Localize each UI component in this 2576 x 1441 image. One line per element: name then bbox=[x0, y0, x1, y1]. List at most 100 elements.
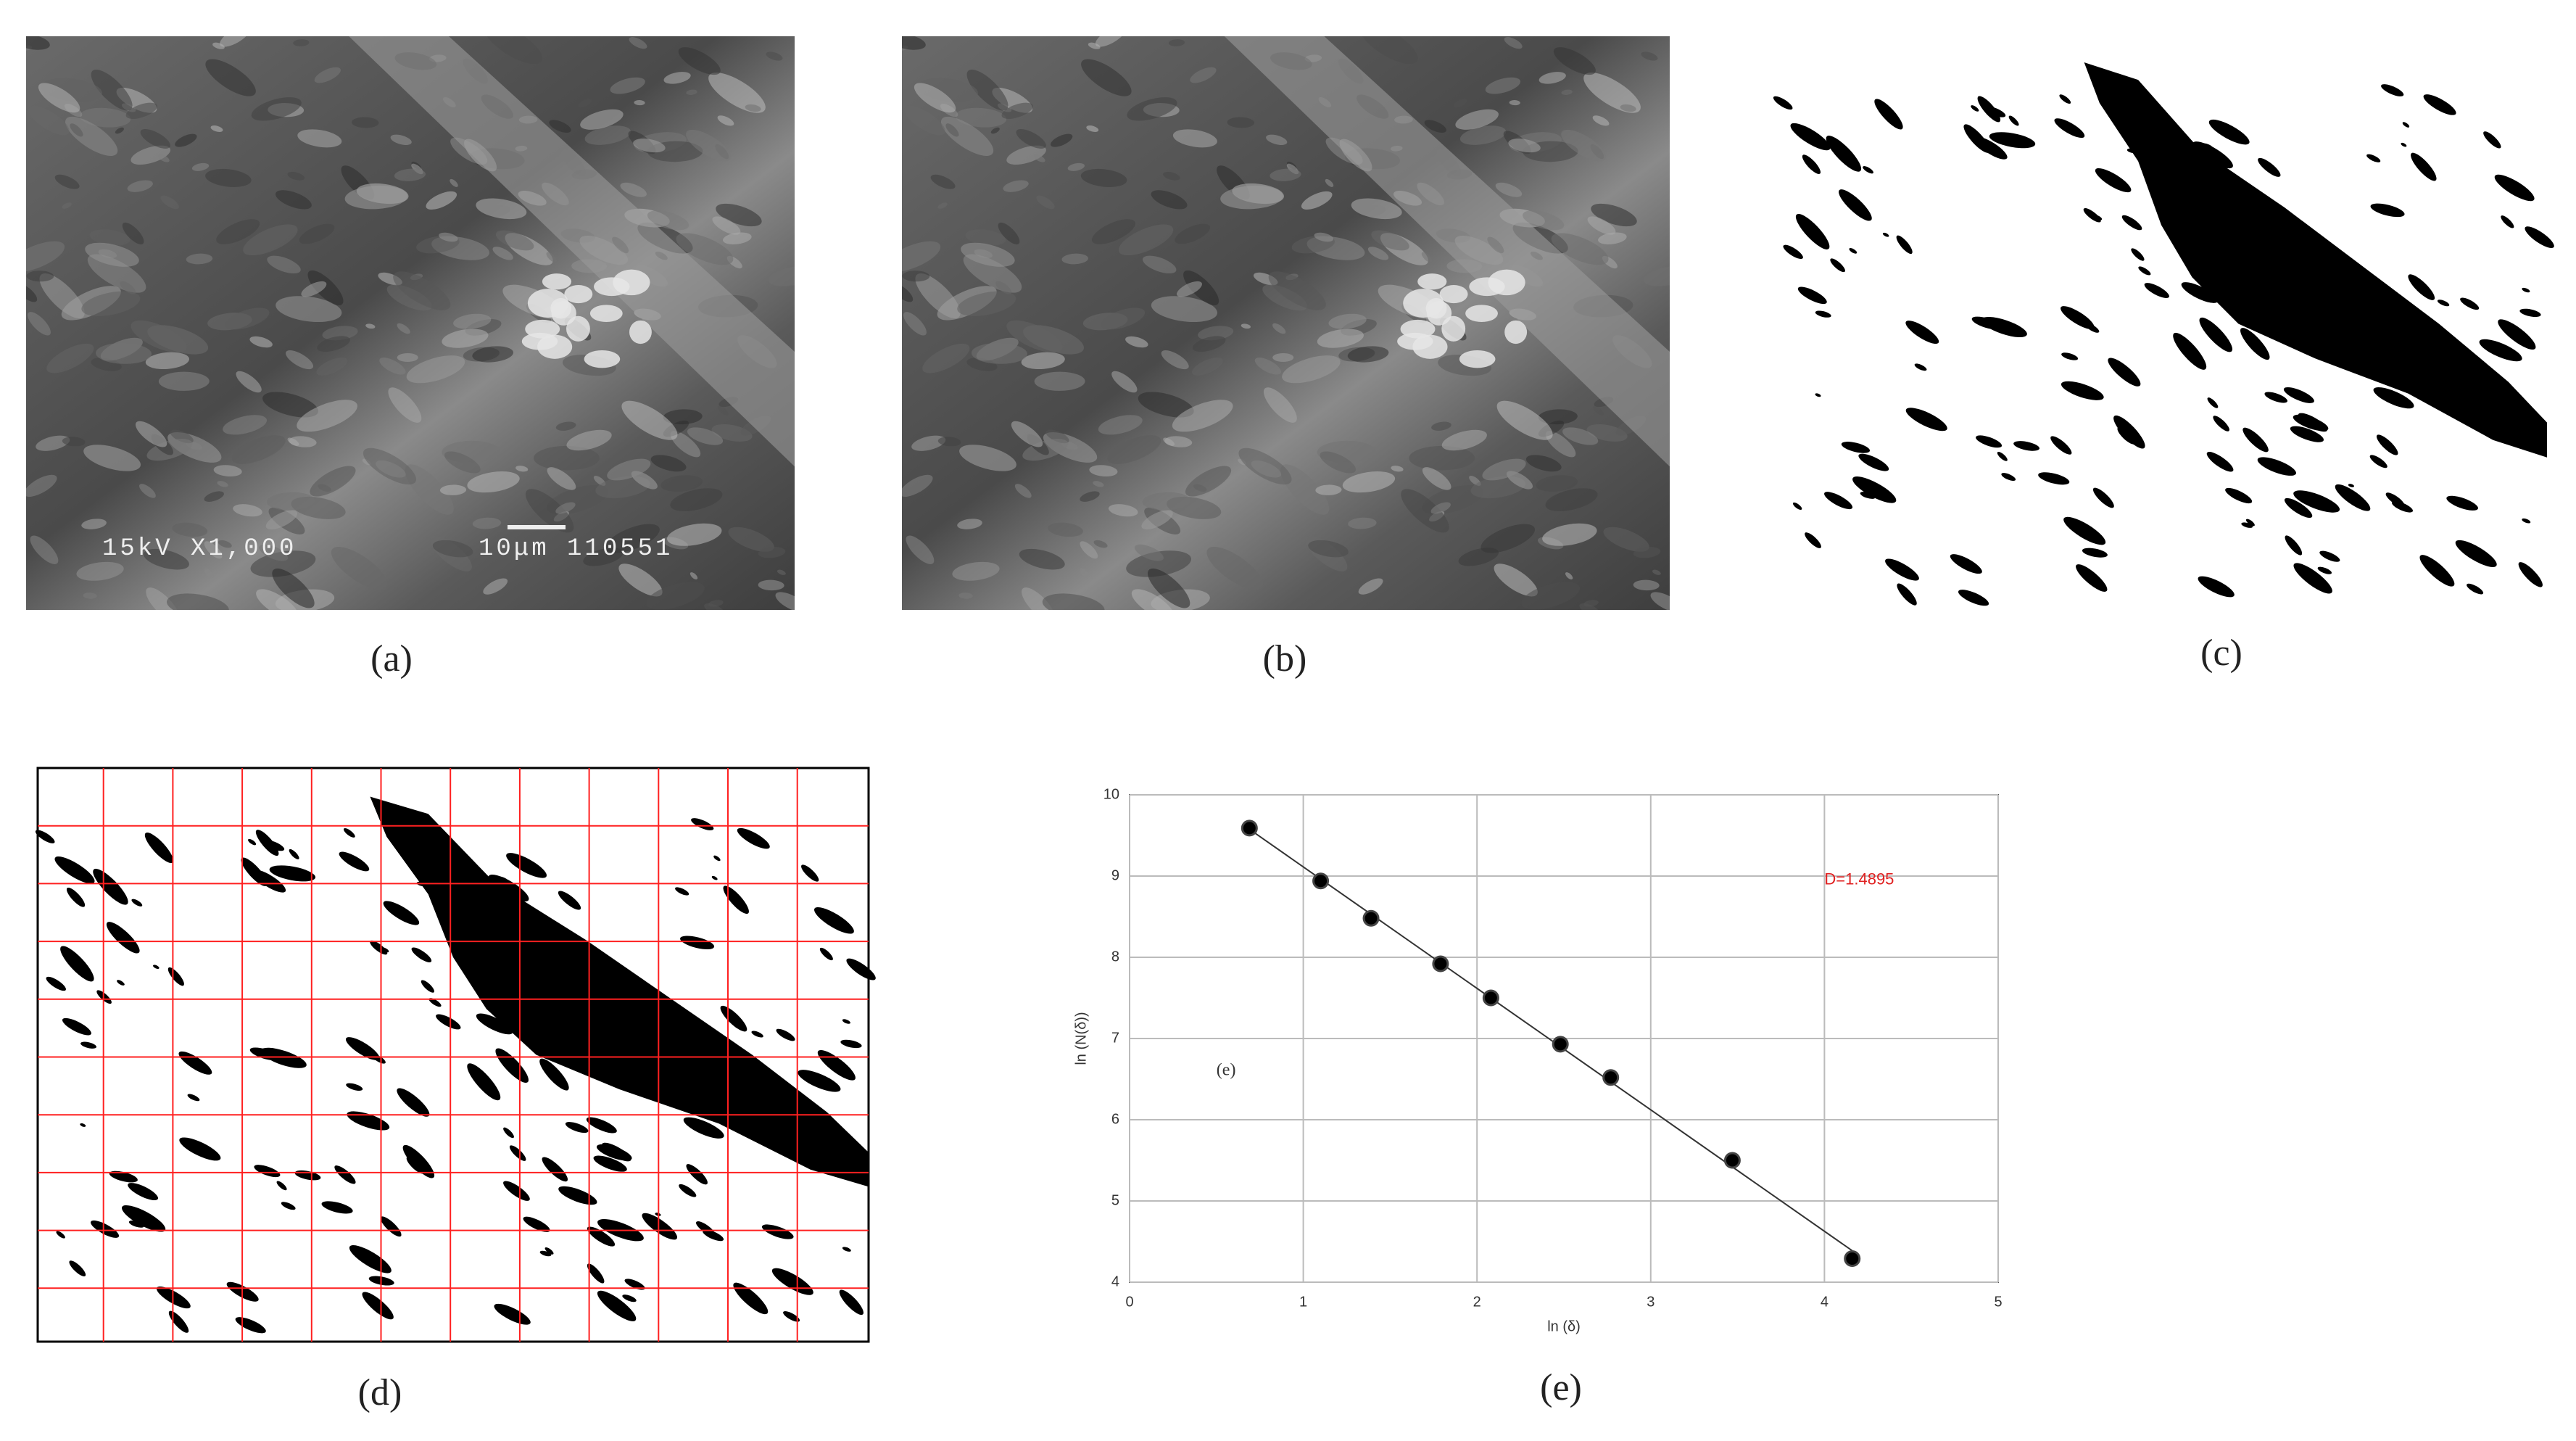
blob bbox=[1976, 435, 2003, 448]
texture bbox=[351, 117, 379, 128]
y-tick-label: 8 bbox=[1111, 949, 1119, 965]
texture bbox=[1089, 465, 1118, 477]
texture bbox=[1371, 230, 1409, 251]
blob bbox=[1815, 310, 1831, 318]
texture bbox=[1470, 476, 1526, 498]
texture bbox=[472, 517, 502, 529]
particle bbox=[1465, 305, 1498, 323]
texture bbox=[223, 415, 268, 435]
texture bbox=[1308, 540, 1349, 558]
blob bbox=[60, 946, 94, 982]
texture bbox=[1633, 579, 1660, 591]
blob bbox=[2446, 495, 2478, 511]
texture bbox=[65, 116, 118, 157]
texture bbox=[1148, 568, 1190, 608]
blob bbox=[343, 828, 355, 838]
blob bbox=[1950, 554, 1982, 574]
blob bbox=[128, 1220, 144, 1228]
blob bbox=[2522, 518, 2531, 524]
texture bbox=[1328, 313, 1367, 329]
texture bbox=[1172, 129, 1217, 148]
texture bbox=[426, 191, 457, 210]
blob bbox=[776, 1028, 795, 1041]
texture bbox=[1241, 323, 1251, 329]
texture bbox=[250, 550, 316, 577]
texture bbox=[1409, 445, 1475, 471]
texture bbox=[301, 281, 327, 297]
blob bbox=[2514, 425, 2542, 440]
texture bbox=[1641, 51, 1658, 61]
texture bbox=[444, 451, 481, 474]
texture bbox=[310, 466, 356, 497]
blob bbox=[645, 1083, 668, 1094]
texture bbox=[28, 312, 51, 336]
blob bbox=[1863, 166, 1873, 174]
blob bbox=[2095, 168, 2132, 193]
texture bbox=[331, 546, 388, 590]
blob bbox=[842, 1247, 851, 1252]
texture bbox=[397, 352, 418, 362]
particle bbox=[1459, 350, 1496, 368]
texture bbox=[81, 291, 141, 316]
texture bbox=[1280, 464, 1330, 515]
texture bbox=[546, 252, 557, 263]
texture bbox=[667, 523, 722, 546]
texture bbox=[1351, 198, 1402, 220]
blob bbox=[542, 1019, 554, 1033]
texture bbox=[26, 36, 50, 50]
blob bbox=[2379, 310, 2386, 315]
blob bbox=[2173, 332, 2207, 370]
blob bbox=[2392, 501, 2414, 513]
blob bbox=[179, 1137, 221, 1161]
texture bbox=[83, 445, 141, 471]
texture bbox=[1598, 232, 1627, 245]
texture bbox=[442, 329, 489, 348]
texture bbox=[1172, 400, 1233, 432]
blob bbox=[2206, 452, 2234, 472]
texture bbox=[216, 219, 260, 244]
particle bbox=[1417, 273, 1447, 290]
blob bbox=[769, 1117, 788, 1129]
blob bbox=[2131, 248, 2145, 261]
particle bbox=[564, 284, 593, 304]
blob bbox=[2050, 436, 2072, 455]
texture bbox=[87, 254, 146, 293]
texture bbox=[393, 271, 451, 310]
texture bbox=[1583, 600, 1599, 607]
blob bbox=[321, 1201, 353, 1214]
texture bbox=[1142, 492, 1190, 511]
blob bbox=[35, 830, 55, 843]
texture bbox=[515, 466, 529, 472]
texture bbox=[1191, 357, 1223, 376]
blob bbox=[1783, 244, 1803, 260]
point bbox=[1482, 989, 1499, 1007]
texture bbox=[678, 47, 721, 75]
texture bbox=[1227, 117, 1255, 128]
blob bbox=[2370, 203, 2405, 218]
texture bbox=[432, 540, 473, 558]
blob bbox=[153, 965, 160, 970]
texture bbox=[689, 572, 698, 579]
texture bbox=[525, 489, 574, 533]
annotation: (e) bbox=[1217, 1060, 1236, 1079]
blob bbox=[2126, 148, 2138, 154]
texture bbox=[1586, 424, 1628, 442]
x-tick-label: 1 bbox=[1299, 1294, 1307, 1310]
texture bbox=[1107, 435, 1161, 464]
blob bbox=[1815, 393, 1821, 397]
texture bbox=[1270, 168, 1301, 181]
blob bbox=[2301, 271, 2313, 277]
texture bbox=[265, 510, 298, 530]
binary-image-d bbox=[35, 767, 876, 1343]
texture bbox=[1301, 191, 1333, 210]
texture bbox=[686, 89, 697, 95]
texture bbox=[663, 72, 691, 84]
blob bbox=[720, 1005, 747, 1032]
texture bbox=[1185, 466, 1232, 497]
blob bbox=[2082, 548, 2108, 558]
blob bbox=[839, 1289, 864, 1316]
blob bbox=[2198, 576, 2235, 598]
blob bbox=[402, 1144, 435, 1178]
particle bbox=[551, 301, 576, 326]
